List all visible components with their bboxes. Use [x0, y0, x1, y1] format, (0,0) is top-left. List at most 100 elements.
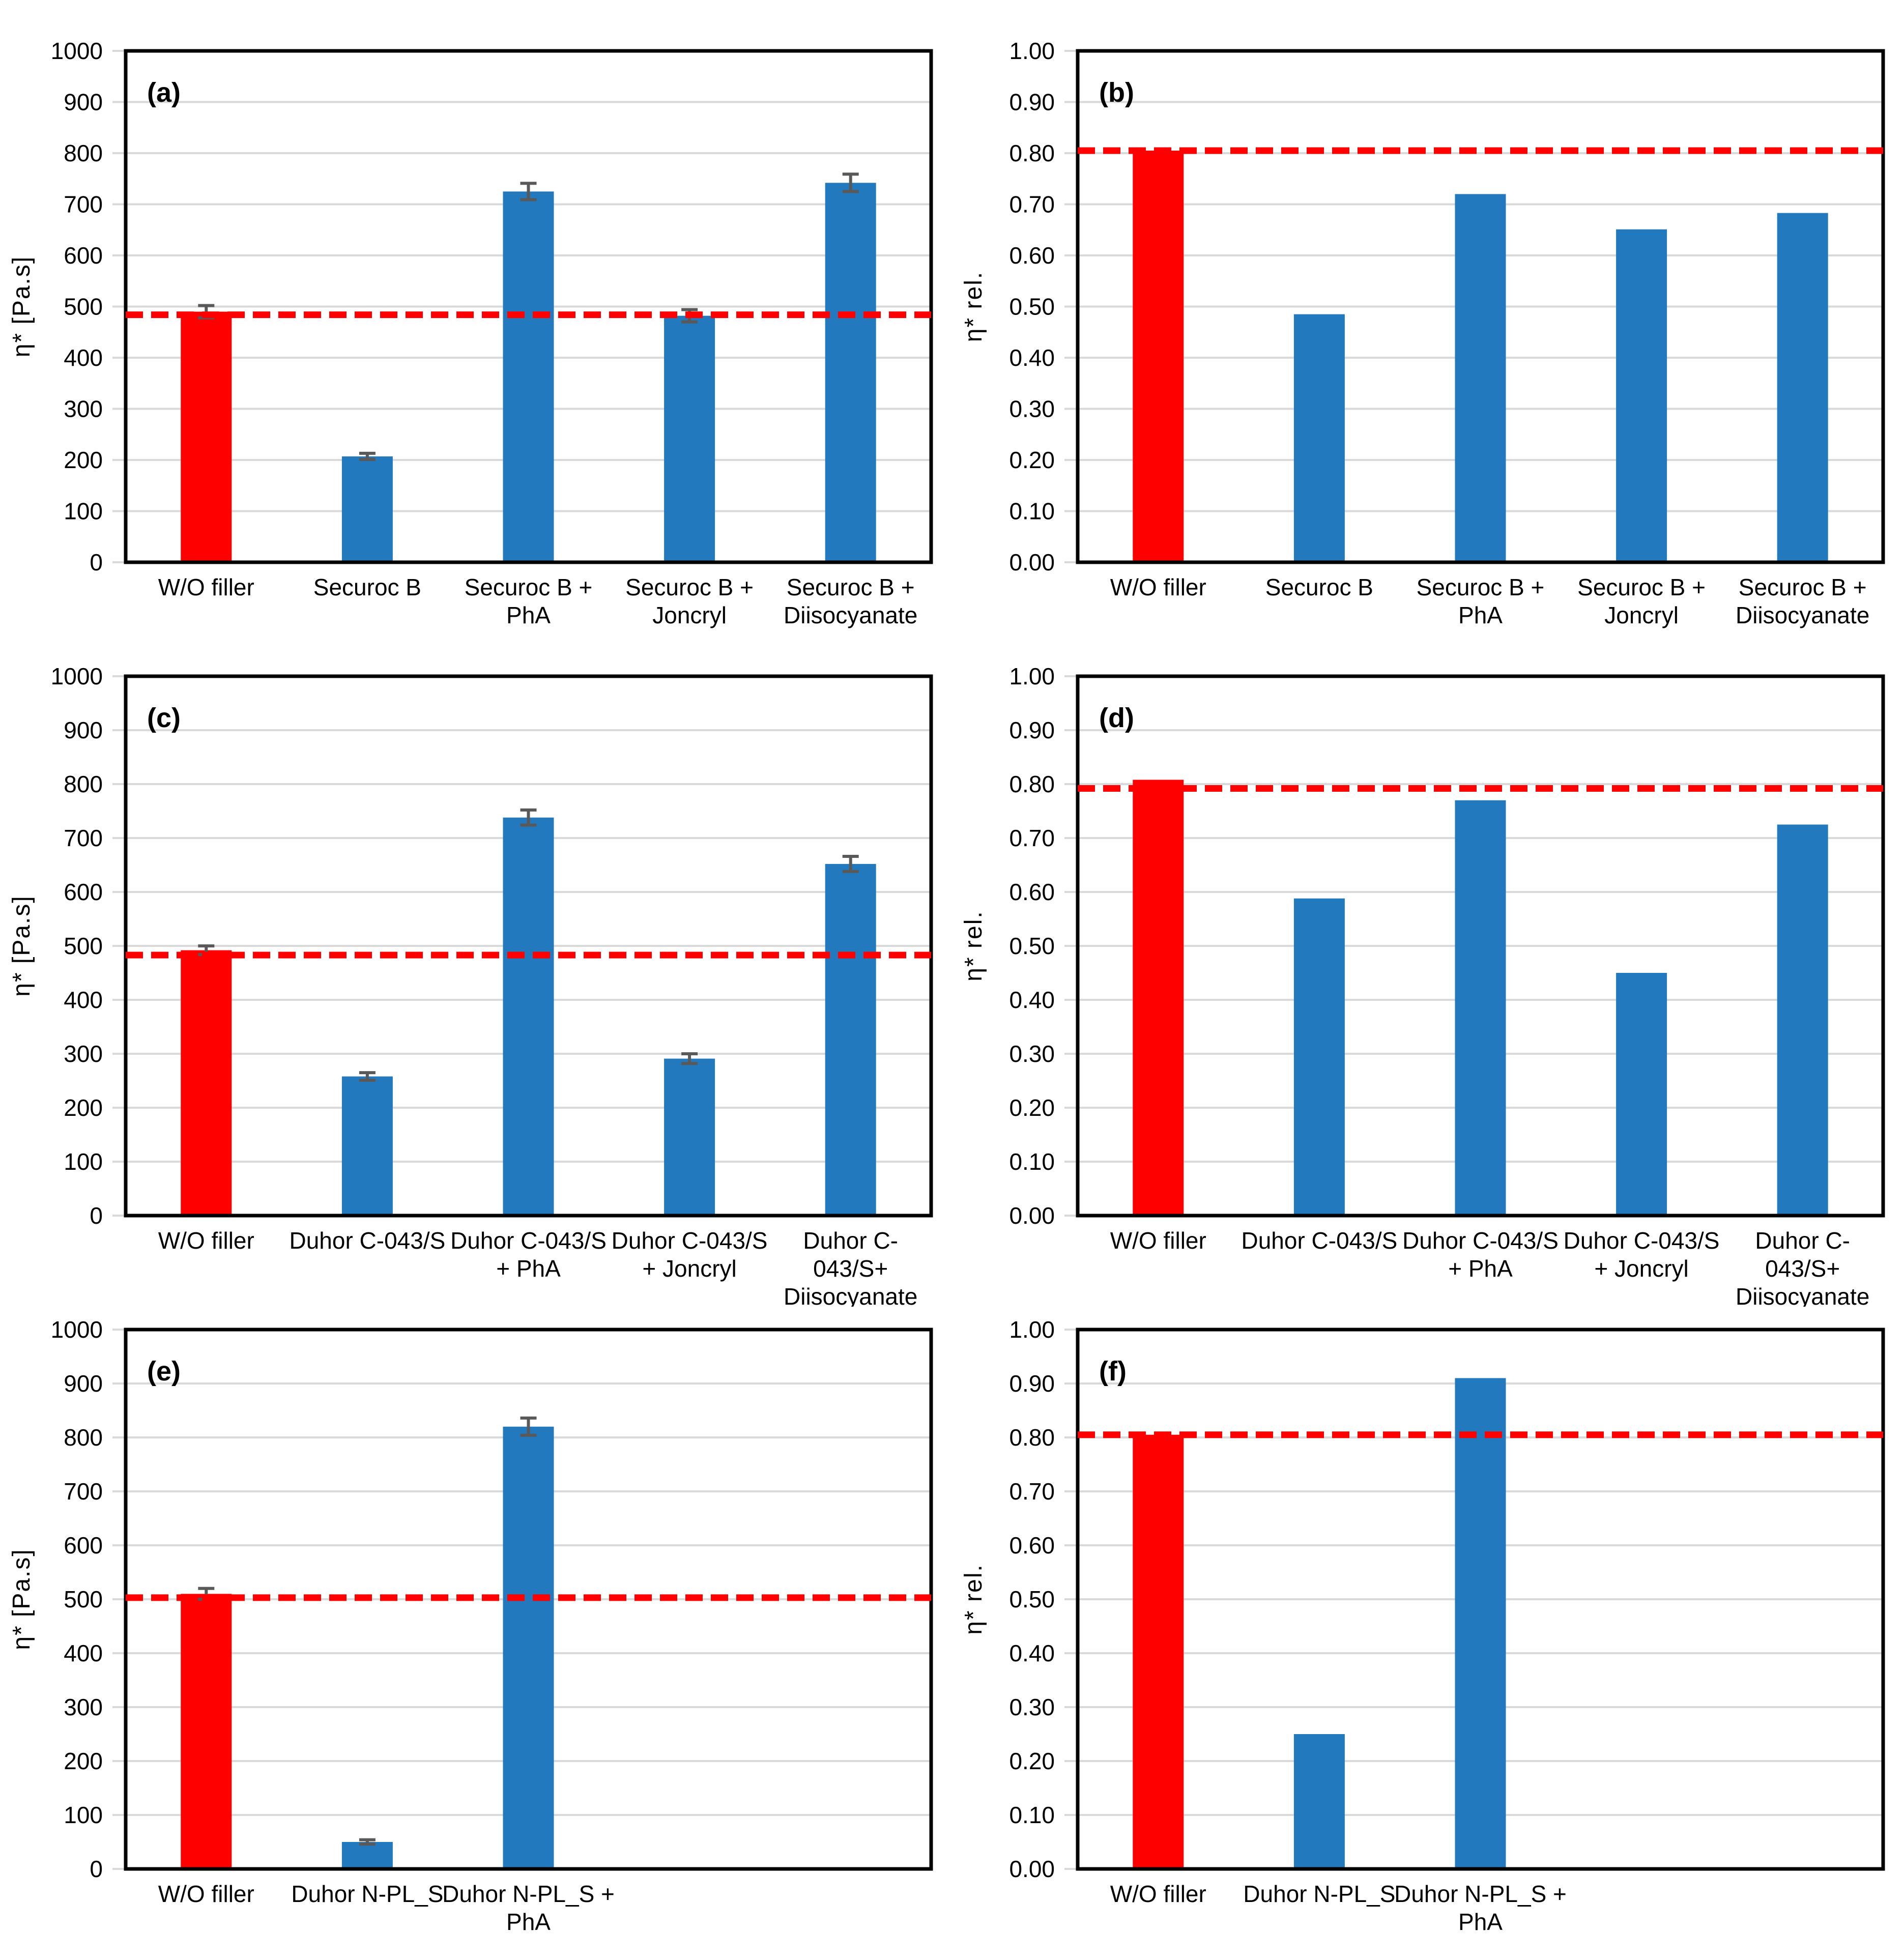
category-label: Duhor N-PL_S + PhA	[1394, 1881, 1567, 1935]
y-tick-label: 600	[64, 879, 103, 905]
y-tick-label: 0.20	[1009, 1094, 1055, 1121]
plot-border	[1076, 49, 1885, 564]
category-label: W/O filler	[1110, 574, 1206, 600]
y-tick-label: 700	[64, 825, 103, 851]
bar-1	[1133, 150, 1184, 563]
category-label: Securoc B + PhA	[1417, 574, 1545, 628]
category-label: Securoc B + Joncryl	[625, 574, 754, 628]
bar-3	[1455, 1378, 1506, 1869]
y-tick-label: 0.80	[1009, 140, 1055, 166]
y-tick-label: 900	[64, 1370, 103, 1397]
y-tick-label: 0.70	[1009, 825, 1055, 851]
y-tick-label: 0.30	[1009, 1041, 1055, 1067]
y-axis-title: η* [Pa.s]	[8, 256, 35, 357]
panel-b: 0.00 0.10 0.20 0.30 0.40 0.50 0.60 0.70 0.80 0.90…	[952, 0, 1904, 653]
y-tick-label: 0.30	[1009, 396, 1055, 422]
bar-3	[503, 817, 554, 1216]
bar-4	[664, 1058, 715, 1216]
bar-3	[503, 1426, 554, 1869]
y-axis-title: η* rel.	[960, 910, 987, 981]
category-label: Securoc B	[1265, 574, 1373, 600]
category-label: W/O filler	[158, 1881, 254, 1907]
y-tick-label: 0.50	[1009, 294, 1055, 320]
error-bar-3	[520, 1416, 537, 1437]
y-tick-label: 800	[64, 1424, 103, 1451]
chart-a: 0 100 200 300 400 500 600 700 800 900 1000 W/O fill…	[8, 38, 933, 628]
y-tick-label: 1.00	[1009, 38, 1055, 64]
category-label: W/O filler	[1110, 1227, 1206, 1254]
y-tick-label: 0.00	[1009, 549, 1055, 575]
error-bar-4	[681, 1052, 698, 1065]
bar-2	[1293, 1734, 1345, 1869]
y-axis-title: η* rel.	[960, 1564, 987, 1634]
y-tick-label: 0.10	[1009, 1802, 1055, 1828]
y-tick-label: 0.30	[1009, 1694, 1055, 1720]
y-tick-label: 100	[64, 1148, 103, 1175]
y-tick-label: 0.60	[1009, 1532, 1055, 1559]
category-label: Duhor N-PL_S	[291, 1881, 443, 1907]
panel-letter: (e)	[147, 1356, 181, 1387]
plot-border	[124, 49, 933, 564]
category-label: Duhor C-043/S + PhA	[1402, 1227, 1559, 1282]
y-tick-label: 300	[64, 396, 103, 422]
y-tick-label: 800	[64, 771, 103, 797]
panel-letter: (f)	[1099, 1356, 1127, 1387]
category-label: Duhor C-043/S	[289, 1227, 445, 1254]
y-tick-label: 400	[64, 344, 103, 371]
y-tick-label: 0.60	[1009, 242, 1055, 269]
bar-4	[1616, 973, 1667, 1216]
category-label: Duhor C-043/S+ Diisocyanate	[1736, 1227, 1869, 1307]
y-tick-label: 300	[64, 1694, 103, 1720]
bar-2	[341, 456, 393, 562]
y-tick-label: 700	[64, 191, 103, 218]
bar-2	[1293, 314, 1345, 562]
panel-a: 0 100 200 300 400 500 600 700 800 900 1000 W/O fill…	[0, 0, 952, 653]
bar-1	[1133, 1434, 1184, 1869]
y-tick-label: 0.70	[1009, 191, 1055, 218]
category-label: Duhor C-043/S + PhA	[450, 1227, 607, 1282]
chart-d: 0.00 0.10 0.20 0.30 0.40 0.50 0.60 0.70 0.80 0.90…	[960, 663, 1885, 1307]
category-label: Securoc B + Diisocyanate	[784, 574, 917, 628]
category-label: W/O filler	[158, 1227, 254, 1254]
y-tick-label: 0.40	[1009, 344, 1055, 371]
category-label: Securoc B + Joncryl	[1577, 574, 1706, 628]
category-label: W/O filler	[158, 574, 254, 600]
chart-f: 0.00 0.10 0.20 0.30 0.40 0.50 0.60 0.70 0.80 0.90…	[960, 1316, 1885, 1935]
bar-4	[664, 315, 715, 562]
plot-border	[1076, 674, 1885, 1218]
error-bar-3	[520, 808, 537, 827]
y-tick-label: 1000	[51, 38, 103, 64]
bar-3	[503, 191, 554, 562]
panel-e: 0 100 200 300 400 500 600 700 800 900 1000 W/O fill…	[0, 1307, 952, 1960]
y-tick-label: 900	[64, 717, 103, 743]
y-tick-label: 0.10	[1009, 498, 1055, 525]
category-label: Duhor C-043/S + Joncryl	[612, 1227, 768, 1282]
category-label: Duhor C-043/S + Joncryl	[1564, 1227, 1720, 1282]
y-tick-label: 500	[64, 1586, 103, 1612]
y-axis-title: η* rel.	[960, 271, 987, 342]
bar-5	[825, 863, 876, 1216]
category-label: Securoc B	[313, 574, 421, 600]
bar-5	[825, 183, 876, 562]
y-tick-label: 0.10	[1009, 1148, 1055, 1175]
bar-5	[1777, 213, 1828, 563]
y-tick-label: 0	[90, 549, 103, 575]
category-label: Duhor C-043/S	[1241, 1227, 1397, 1254]
y-tick-label: 500	[64, 294, 103, 320]
bar-1	[181, 1594, 232, 1869]
y-tick-label: 0.50	[1009, 933, 1055, 959]
y-tick-label: 0	[90, 1202, 103, 1229]
panel-letter: (c)	[147, 703, 181, 733]
y-tick-label: 900	[64, 89, 103, 116]
bar-2	[341, 1076, 393, 1216]
error-bar-2	[359, 1071, 376, 1082]
y-tick-label: 0.00	[1009, 1202, 1055, 1229]
panel-f: 0.00 0.10 0.20 0.30 0.40 0.50 0.60 0.70 0.80 0.90…	[952, 1307, 1904, 1960]
category-label: Securoc B + PhA	[465, 574, 593, 628]
bar-2	[1293, 898, 1345, 1216]
bar-1	[181, 311, 232, 562]
y-tick-label: 100	[64, 498, 103, 525]
y-tick-label: 0.70	[1009, 1478, 1055, 1505]
panel-c: 0 100 200 300 400 500 600 700 800 900 1000 W/O fill…	[0, 653, 952, 1307]
y-tick-label: 100	[64, 1802, 103, 1828]
